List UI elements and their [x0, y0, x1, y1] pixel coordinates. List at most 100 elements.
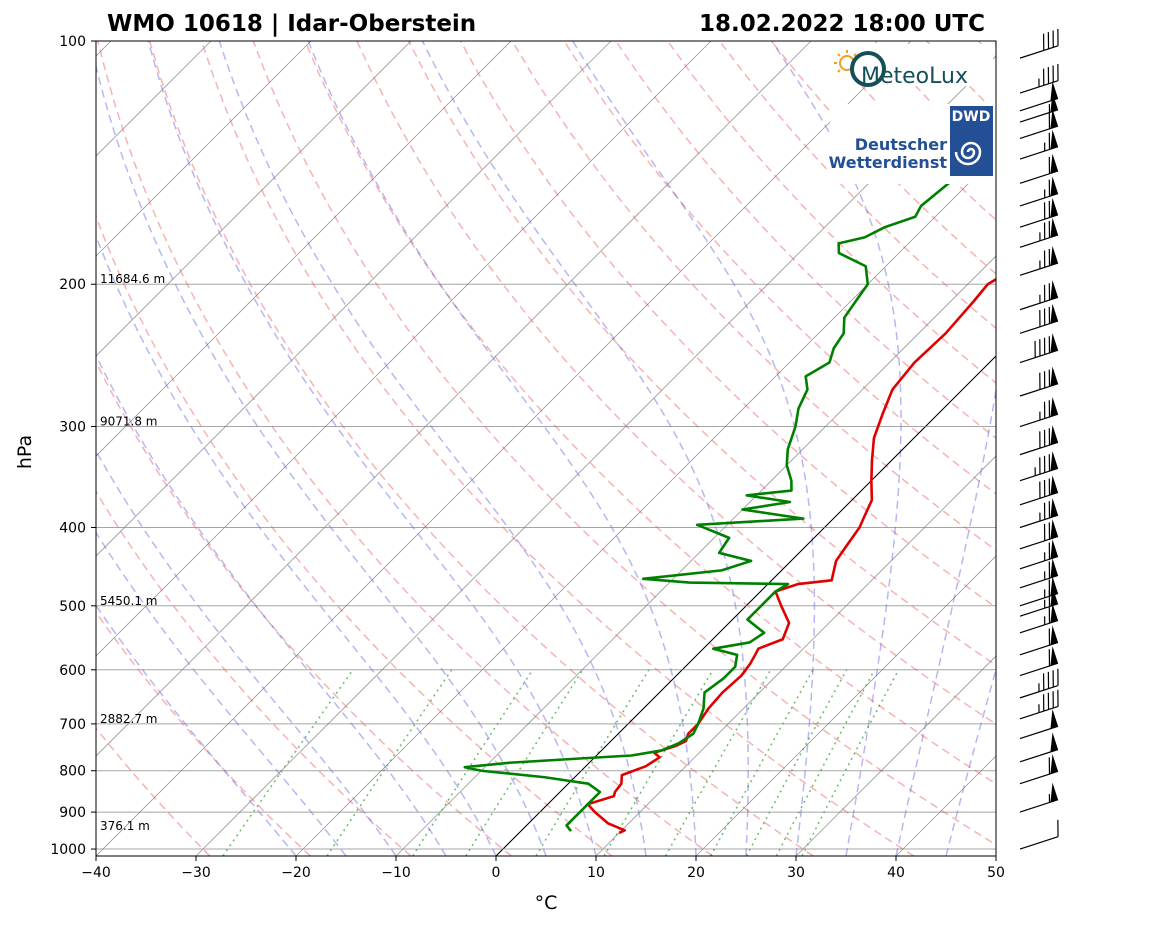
barb-flag [1050, 475, 1059, 495]
barb-shaft [1019, 441, 1059, 456]
moist-adiabat [572, 41, 816, 856]
barb-flag [1050, 153, 1059, 174]
height-label: 11684.6 m [100, 272, 165, 286]
mixing-ratio-line [775, 669, 876, 856]
isotherm [595, 455, 996, 856]
barb-shaft [1019, 262, 1059, 276]
y-axis-label: hPa [14, 435, 36, 469]
x-tick-label: −30 [181, 865, 211, 881]
chart-title-datetime: 18.02.2022 18:00 UTC [699, 11, 985, 37]
wind-barb [1019, 558, 1059, 589]
wind-barb [1019, 519, 1059, 550]
spiral-icon [954, 141, 982, 166]
wind-barb [1019, 333, 1059, 364]
barb-flag [1050, 425, 1059, 445]
plot-frame [95, 40, 997, 857]
wind-barb [1019, 475, 1059, 506]
zero-isotherm [495, 355, 996, 856]
dry-adiabat [148, 41, 814, 856]
wind-barb [1019, 197, 1059, 228]
x-tick-label: −40 [81, 865, 111, 881]
y-tick-label: 500 [59, 599, 86, 615]
y-tick-label: 1000 [50, 842, 86, 858]
barb-flag [1050, 603, 1059, 623]
y-tick-label: 900 [59, 805, 86, 821]
barb-shaft [1019, 125, 1059, 140]
wind-barb [1019, 28, 1059, 59]
barb-flag [1050, 333, 1059, 353]
y-axis: 100 200 300 400 500 600 700 800 900 1000 [50, 34, 96, 858]
dry-adiabat [304, 41, 996, 785]
wind-barb [1019, 819, 1059, 850]
wind-barb [1019, 280, 1059, 311]
barb-flag [1050, 108, 1059, 129]
wind-barb [1019, 732, 1059, 763]
wind-barb [1019, 81, 1059, 112]
barb-flag [1050, 519, 1059, 539]
wind-barb [1019, 576, 1059, 607]
barb-flag [1050, 81, 1059, 101]
height-label: 2882.7 m [100, 712, 158, 726]
x-axis: −40 −30 −20 −10 0 10 20 30 40 50 [81, 856, 1005, 881]
barb-shaft [1019, 320, 1059, 334]
wind-barb [1019, 153, 1059, 184]
mixing-ratio-line [801, 669, 900, 856]
wind-barb [1019, 646, 1059, 677]
isotherm [96, 41, 812, 757]
barb-shaft [1019, 413, 1059, 428]
y-tick-label: 300 [59, 420, 86, 436]
barb-shaft [1019, 109, 1059, 123]
barb-flag [1050, 646, 1059, 666]
dry-adiabat [667, 41, 996, 384]
x-tick-label: 0 [492, 865, 501, 881]
wind-barb [1019, 245, 1059, 276]
barb-flag [1050, 498, 1059, 518]
wind-barb [1019, 782, 1059, 813]
isotherm [96, 41, 412, 357]
wind-barb [1019, 603, 1059, 634]
moist-adiabat [421, 41, 749, 856]
wind-barb [1019, 425, 1059, 456]
wind-barb [1019, 366, 1059, 397]
barb-flag [1050, 709, 1059, 729]
sounding-profiles [463, 138, 996, 835]
moist-adiabat [96, 353, 447, 856]
barb-flag [1050, 539, 1059, 559]
barb-flag [1050, 782, 1059, 803]
barb-shaft [1019, 770, 1059, 785]
barb-flag [1050, 754, 1059, 774]
x-tick-label: 50 [987, 865, 1005, 881]
x-tick-label: 30 [787, 865, 805, 881]
moist-adiabat [96, 604, 297, 856]
isotherm [96, 41, 312, 257]
isotherm [96, 41, 612, 557]
wind-barb [1019, 63, 1059, 94]
barb-flag [1050, 397, 1059, 417]
wind-barb [1019, 176, 1059, 207]
barb-shaft [1019, 80, 1059, 94]
mixing-ratio-line [664, 669, 772, 856]
wind-barb [1019, 217, 1059, 248]
moist-adiabat [895, 41, 996, 856]
barb-flag [1050, 303, 1059, 324]
isotherm [96, 41, 512, 457]
dry-adiabat [97, 41, 714, 856]
barb-shaft [1019, 349, 1059, 364]
dry-adiabat [252, 41, 996, 846]
barb-shaft [1019, 383, 1059, 397]
barb-flag [1050, 280, 1059, 300]
barb-flag [1050, 366, 1059, 387]
dry-adiabat [96, 490, 412, 856]
barb-flag [1050, 625, 1059, 645]
isotherm [96, 41, 712, 657]
dwd-wordmark-line2: Wetterdienst [829, 153, 948, 172]
wind-barb [1019, 539, 1059, 570]
moist-adiabat [96, 234, 497, 856]
y-tick-label: 700 [59, 717, 86, 733]
mixing-ratio-line [412, 669, 534, 856]
barb-flag [1050, 732, 1059, 752]
wind-barb [1019, 498, 1059, 529]
meteolux-logo: MeteoLux [825, 44, 993, 89]
moist-adiabat [218, 41, 647, 856]
